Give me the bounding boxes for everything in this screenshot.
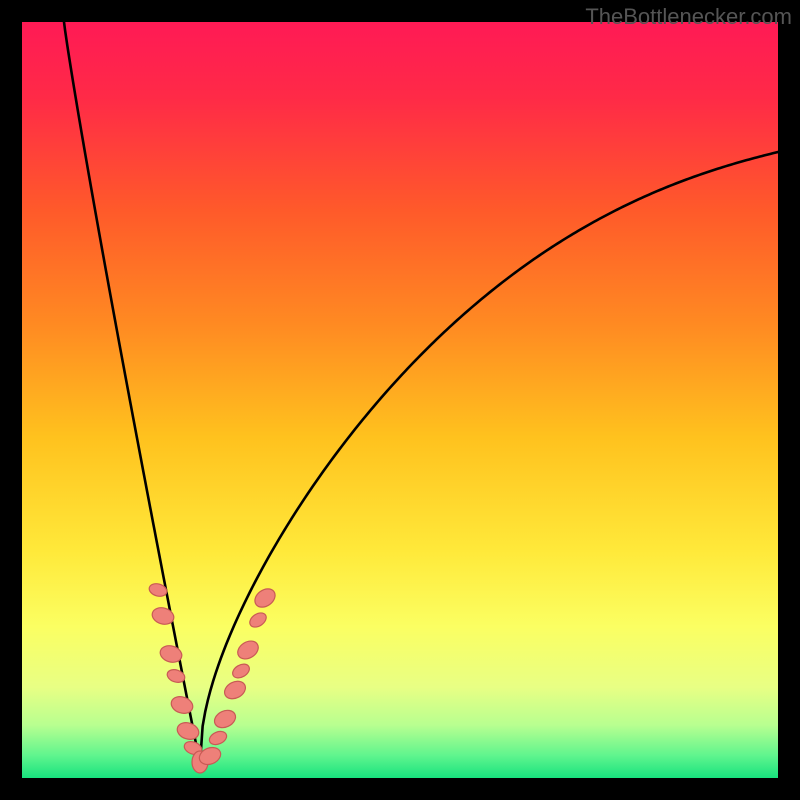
gradient-panel (22, 22, 778, 778)
chart-stage: TheBottlenecker.com (0, 0, 800, 800)
bottleneck-chart (0, 0, 800, 800)
